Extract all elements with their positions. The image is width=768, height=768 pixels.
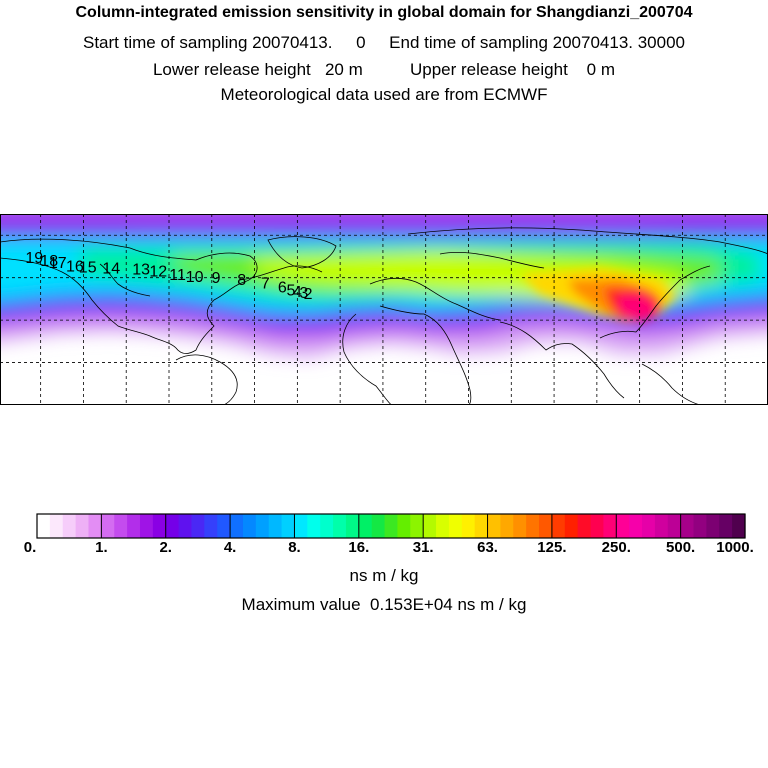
- release-height-line: Lower release height 20 m Upper release …: [152, 60, 616, 79]
- colorbar-swatch: [358, 514, 373, 538]
- colorbar: [36, 513, 746, 539]
- trajectory-label: 7: [261, 275, 270, 292]
- colorbar-swatch: [654, 514, 669, 538]
- colorbar-swatch: [88, 514, 102, 538]
- colorbar-swatch: [242, 514, 257, 538]
- trajectory-label: 15: [79, 259, 97, 276]
- colorbar-swatch: [127, 514, 141, 538]
- trajectory-label: 8: [237, 272, 246, 289]
- trajectory-label: 4: [293, 284, 302, 301]
- colorbar-swatch: [217, 514, 231, 538]
- colorbar-swatch: [281, 514, 296, 538]
- colorbar-swatch: [680, 514, 695, 538]
- met-data-line: Meteorological data used are from ECMWF: [220, 85, 548, 104]
- maximum-value-label: Maximum value 0.153E+04 ns m / kg: [241, 595, 527, 614]
- trajectory-label: 13: [132, 261, 150, 278]
- colorbar-tick-label: 8.: [288, 539, 301, 556]
- trajectory-label: 17: [49, 255, 67, 272]
- colorbar-swatch: [436, 514, 450, 538]
- colorbar-swatch: [642, 514, 656, 538]
- lat-lon-grid: [0, 214, 768, 405]
- colorbar-swatch: [139, 514, 154, 538]
- trajectory-label: 5: [286, 283, 295, 300]
- colorbar-tick-label: 63.: [477, 539, 498, 556]
- colorbar-swatch: [101, 514, 115, 538]
- colorbar-swatch: [384, 514, 399, 538]
- colorbar-tick-label: 0.: [23, 539, 37, 556]
- colorbar-swatch: [165, 514, 180, 538]
- colorbar-swatch: [513, 514, 527, 538]
- colorbar-swatch: [178, 514, 193, 538]
- colorbar-swatch: [114, 514, 128, 538]
- colorbar-swatch: [461, 514, 476, 538]
- colorbar-swatch: [693, 514, 707, 538]
- colorbar-swatch: [706, 514, 720, 538]
- colorbar-swatch: [616, 514, 630, 538]
- colorbar-unit: ns m / kg: [349, 566, 419, 585]
- colorbar-swatch: [564, 514, 579, 538]
- colorbar-swatch: [629, 514, 643, 538]
- trajectory-label: 9: [212, 270, 221, 287]
- colorbar-swatch: [526, 514, 540, 538]
- colorbar-swatch: [732, 514, 746, 538]
- colorbar-swatch: [551, 514, 566, 538]
- sampling-time-line: Start time of sampling 20070413. 0 End t…: [83, 33, 685, 52]
- colorbar-swatch: [204, 514, 218, 538]
- trajectory-label: 3: [299, 285, 308, 302]
- colorbar-outline: [36, 513, 746, 539]
- colorbar-swatch: [152, 514, 167, 538]
- colorbar-tick-label: 2.: [159, 539, 172, 556]
- colorbar-swatch: [474, 514, 489, 538]
- colorbar-swatch: [410, 514, 424, 538]
- trajectory-label: 16: [66, 258, 84, 275]
- colorbar-swatch: [487, 514, 502, 538]
- colorbar-swatch: [603, 514, 617, 538]
- trajectory-label: 19: [25, 250, 43, 267]
- colorbar-swatch: [500, 514, 514, 538]
- colorbar-swatch: [75, 514, 90, 538]
- trajectory-label: 6: [278, 280, 287, 297]
- colorbar-swatch: [345, 514, 360, 538]
- colorbar-swatch: [49, 514, 64, 538]
- colorbar-tick-label: 16.: [348, 539, 370, 556]
- colorbar-swatch: [667, 514, 682, 538]
- colorbar-swatch: [539, 514, 553, 538]
- colorbar-swatch: [37, 514, 51, 538]
- trajectory-label: 12: [149, 264, 167, 281]
- colorbar-swatch: [191, 514, 205, 538]
- colorbar-swatch: [333, 514, 347, 538]
- colorbar-swatch: [719, 514, 733, 538]
- colorbar-tick-label: 31.: [412, 539, 434, 556]
- colorbar-swatch: [307, 514, 321, 538]
- colorbar-swatch: [371, 514, 386, 538]
- trajectory-label: 18: [40, 253, 58, 270]
- colorbar-swatch: [255, 514, 270, 538]
- colorbar-swatch: [590, 514, 604, 538]
- chart-title: Column-integrated emission sensitivity i…: [75, 4, 693, 21]
- colorbar-swatch: [577, 514, 592, 538]
- colorbar-swatch: [268, 514, 283, 538]
- colorbar-tick-label: 500.: [666, 539, 696, 556]
- colorbar-swatch: [62, 514, 77, 538]
- colorbar-tick-label: 1.: [95, 539, 108, 556]
- trajectory-label: 11: [169, 267, 186, 284]
- colorbar-swatch: [320, 514, 334, 538]
- colorbar-tick-label: 250.: [601, 539, 631, 556]
- coastlines: [0, 227, 768, 405]
- colorbar-swatch: [294, 514, 308, 538]
- colorbar-tick-label: 1000.: [716, 539, 754, 556]
- colorbar-swatch: [423, 514, 437, 538]
- colorbar-swatch: [230, 514, 244, 538]
- colorbar-tick-label: 125.: [537, 539, 567, 556]
- trajectory-label: 14: [102, 260, 120, 277]
- colorbar-swatch: [397, 514, 411, 538]
- trajectory-label: 2: [304, 286, 313, 303]
- colorbar-tick-label: 4.: [223, 539, 237, 556]
- colorbar-swatch: [448, 514, 463, 538]
- trajectory-label: 10: [186, 269, 204, 286]
